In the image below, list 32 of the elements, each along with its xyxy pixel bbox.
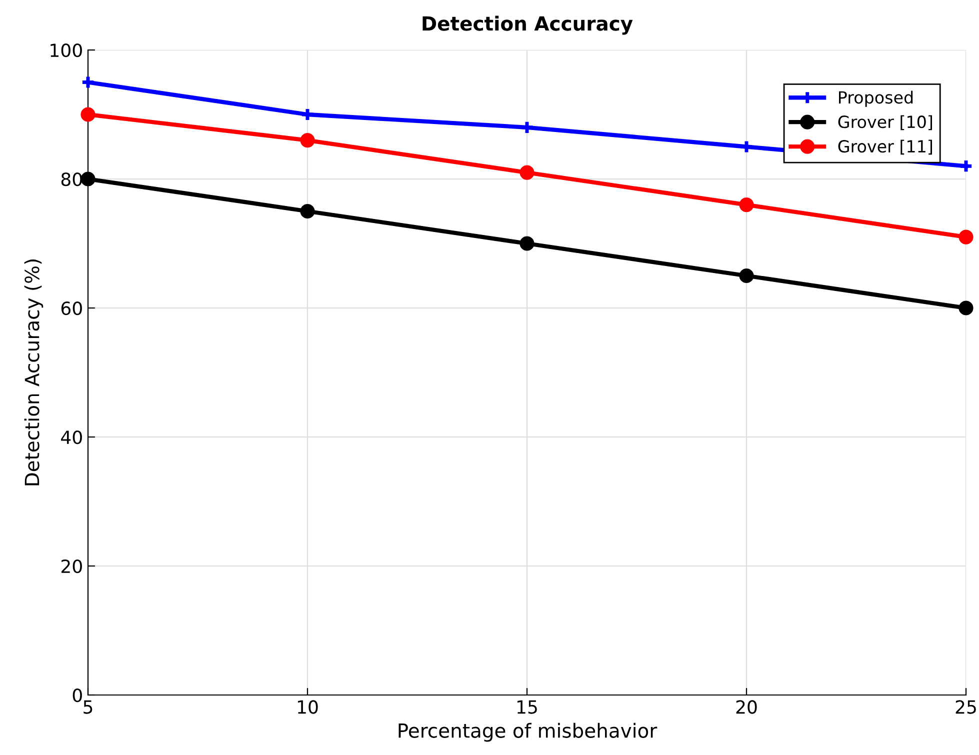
point: [958, 158, 974, 174]
point: [520, 120, 534, 135]
chart-title: Detection Accuracy: [422, 16, 633, 35]
y-tick-label: 40: [61, 430, 82, 444]
x-tick-label: 5: [84, 700, 92, 714]
x-tick-label: 10: [298, 700, 318, 714]
point: [739, 198, 754, 212]
y-tick-label: 20: [61, 559, 82, 574]
x-tick-label: 20: [736, 700, 757, 714]
point: [300, 133, 315, 148]
point: [958, 300, 974, 316]
point: [958, 230, 974, 244]
y-tick-label: 100: [50, 43, 82, 58]
y-tick-label: 60: [61, 301, 82, 316]
point: [80, 172, 96, 186]
point: [80, 74, 96, 90]
point: [520, 236, 534, 251]
point: [300, 107, 315, 122]
y-tick-label: 80: [61, 172, 82, 186]
legend-label: Grover [10]: [838, 115, 932, 130]
y-tick-label: 0: [72, 688, 82, 702]
y-axis-title: Detection Accuracy (%): [24, 260, 44, 486]
legend-label: Proposed: [839, 90, 913, 107]
point: [739, 139, 754, 154]
point: [739, 268, 754, 284]
x-tick-label: 15: [517, 700, 537, 714]
legend-label: Grover [11]: [838, 140, 932, 155]
x-tick-label: 25: [956, 700, 976, 714]
point: [520, 165, 534, 180]
point: [80, 107, 96, 122]
x-axis-title: Percentage of misbehavior: [398, 722, 658, 742]
point: [300, 204, 315, 219]
